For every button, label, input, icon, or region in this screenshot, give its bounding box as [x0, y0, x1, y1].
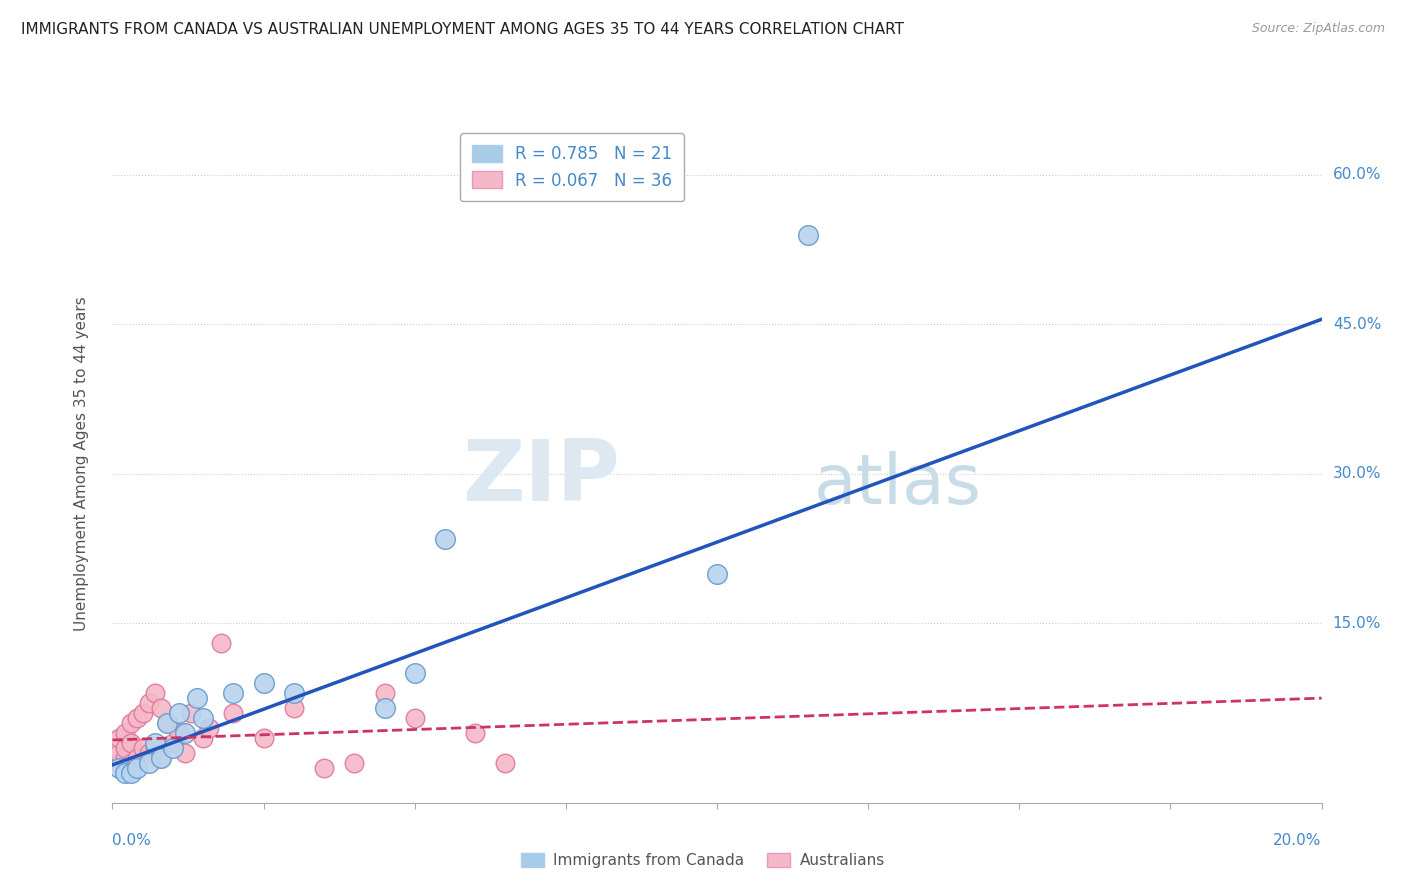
Point [464, 726, 486, 740]
Point [174, 746, 197, 760]
Point [114, 726, 136, 740]
Point [156, 716, 179, 731]
Point [149, 751, 172, 765]
Point [138, 756, 160, 770]
Point [143, 686, 166, 700]
Text: 30.0%: 30.0% [1333, 467, 1381, 482]
Point [191, 711, 214, 725]
Point [125, 761, 148, 775]
Point [120, 756, 142, 770]
Point [283, 701, 305, 715]
Point [120, 736, 142, 750]
Point [253, 676, 276, 690]
Point [253, 731, 276, 745]
Point [374, 686, 396, 700]
Point [167, 726, 190, 740]
Point [107, 761, 129, 775]
Point [222, 706, 245, 720]
Point [149, 751, 172, 765]
Text: atlas: atlas [814, 450, 981, 517]
Text: IMMIGRANTS FROM CANADA VS AUSTRALIAN UNEMPLOYMENT AMONG AGES 35 TO 44 YEARS CORR: IMMIGRANTS FROM CANADA VS AUSTRALIAN UNE… [21, 22, 904, 37]
Point [114, 741, 136, 756]
Text: Source: ZipAtlas.com: Source: ZipAtlas.com [1251, 22, 1385, 36]
Point [222, 686, 245, 700]
Point [433, 532, 456, 546]
Point [156, 716, 179, 731]
Point [283, 686, 305, 700]
Point [149, 701, 172, 715]
Point [125, 751, 148, 765]
Point [132, 706, 155, 720]
Point [314, 761, 336, 775]
Point [191, 731, 214, 745]
Point [138, 696, 160, 710]
Point [120, 765, 142, 780]
Point [114, 765, 136, 780]
Point [198, 721, 221, 735]
Point [143, 741, 166, 756]
Point [796, 227, 818, 242]
Point [114, 751, 136, 765]
Point [495, 756, 517, 770]
Point [706, 566, 728, 581]
Text: 0.0%: 0.0% [112, 833, 152, 848]
Point [143, 736, 166, 750]
Point [125, 711, 148, 725]
Point [167, 706, 190, 720]
Text: 20.0%: 20.0% [1274, 833, 1322, 848]
Point [374, 701, 396, 715]
Point [138, 746, 160, 760]
Point [162, 741, 184, 756]
Point [343, 756, 366, 770]
Point [120, 716, 142, 731]
Point [174, 726, 197, 740]
Legend: Immigrants from Canada, Australians: Immigrants from Canada, Australians [515, 847, 891, 874]
Point [162, 736, 184, 750]
Text: 15.0%: 15.0% [1333, 615, 1381, 631]
Point [132, 741, 155, 756]
Point [107, 731, 129, 745]
Y-axis label: Unemployment Among Ages 35 to 44 years: Unemployment Among Ages 35 to 44 years [75, 296, 89, 632]
Point [107, 756, 129, 770]
Point [209, 636, 232, 650]
Text: 45.0%: 45.0% [1333, 317, 1381, 332]
Point [186, 691, 208, 706]
Point [404, 666, 426, 681]
Point [107, 746, 129, 760]
Point [180, 706, 202, 720]
Legend: R = 0.785   N = 21, R = 0.067   N = 36: R = 0.785 N = 21, R = 0.067 N = 36 [460, 133, 683, 202]
Text: 60.0%: 60.0% [1333, 167, 1381, 182]
Text: ZIP: ZIP [463, 436, 620, 519]
Point [404, 711, 426, 725]
